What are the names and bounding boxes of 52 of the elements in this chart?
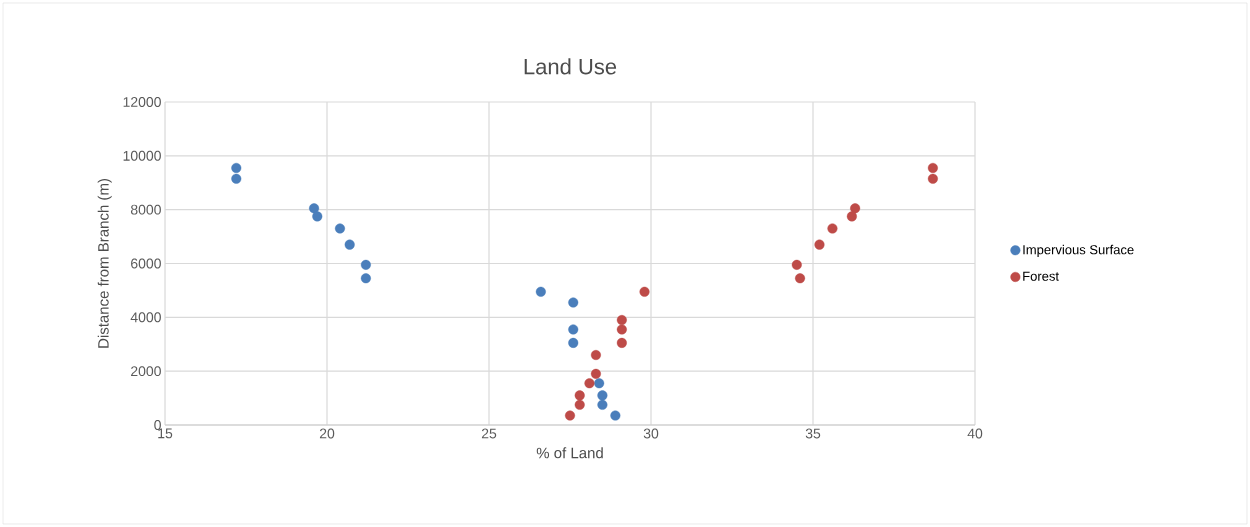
point	[597, 399, 608, 410]
point	[568, 337, 579, 348]
point	[616, 324, 627, 335]
point	[360, 273, 371, 284]
point	[791, 259, 802, 270]
point	[231, 173, 242, 184]
point	[597, 390, 608, 401]
point	[590, 368, 601, 379]
point	[312, 211, 323, 222]
point	[827, 223, 838, 234]
y-tick-label: 12000	[123, 97, 161, 107]
point	[814, 239, 825, 250]
x-tick-label: 25	[481, 428, 497, 439]
point	[594, 378, 605, 389]
y-tick-label: 0	[154, 420, 161, 430]
y-tick-label: 4000	[130, 312, 161, 323]
point	[334, 223, 345, 234]
point	[568, 324, 579, 335]
point	[565, 410, 576, 421]
point	[535, 286, 546, 297]
point	[846, 211, 857, 222]
x-tick-label: 35	[805, 428, 821, 439]
chart-title: Land Use	[524, 58, 617, 75]
y-tick-label: 6000	[131, 258, 161, 269]
point	[927, 162, 938, 173]
legend-label: Impervious Surface	[1023, 244, 1134, 257]
point	[639, 286, 650, 297]
point	[344, 239, 355, 250]
point	[574, 399, 585, 410]
x-tick-label: 30	[643, 428, 659, 439]
point	[795, 273, 806, 284]
point	[309, 203, 320, 214]
y-tick-label: 2000	[131, 366, 161, 377]
point	[574, 390, 585, 401]
x-tick-label: 40	[967, 428, 983, 439]
y-tick-label: 10000	[123, 150, 161, 161]
y-axis-title: Distance from Branch (m)	[97, 179, 112, 348]
x-axis-title: % of Land	[536, 447, 603, 459]
point	[568, 297, 579, 308]
point	[610, 410, 621, 421]
point	[584, 378, 595, 389]
point	[590, 350, 601, 360]
point	[616, 315, 627, 326]
point	[360, 259, 371, 270]
legend-label: Forest	[1023, 271, 1059, 281]
x-tick-label: 15	[158, 428, 173, 439]
point	[231, 162, 242, 173]
point	[927, 173, 938, 184]
x-tick-label: 20	[319, 428, 335, 439]
point	[850, 203, 861, 214]
point	[616, 337, 627, 348]
y-tick-label: 8000	[130, 204, 161, 215]
